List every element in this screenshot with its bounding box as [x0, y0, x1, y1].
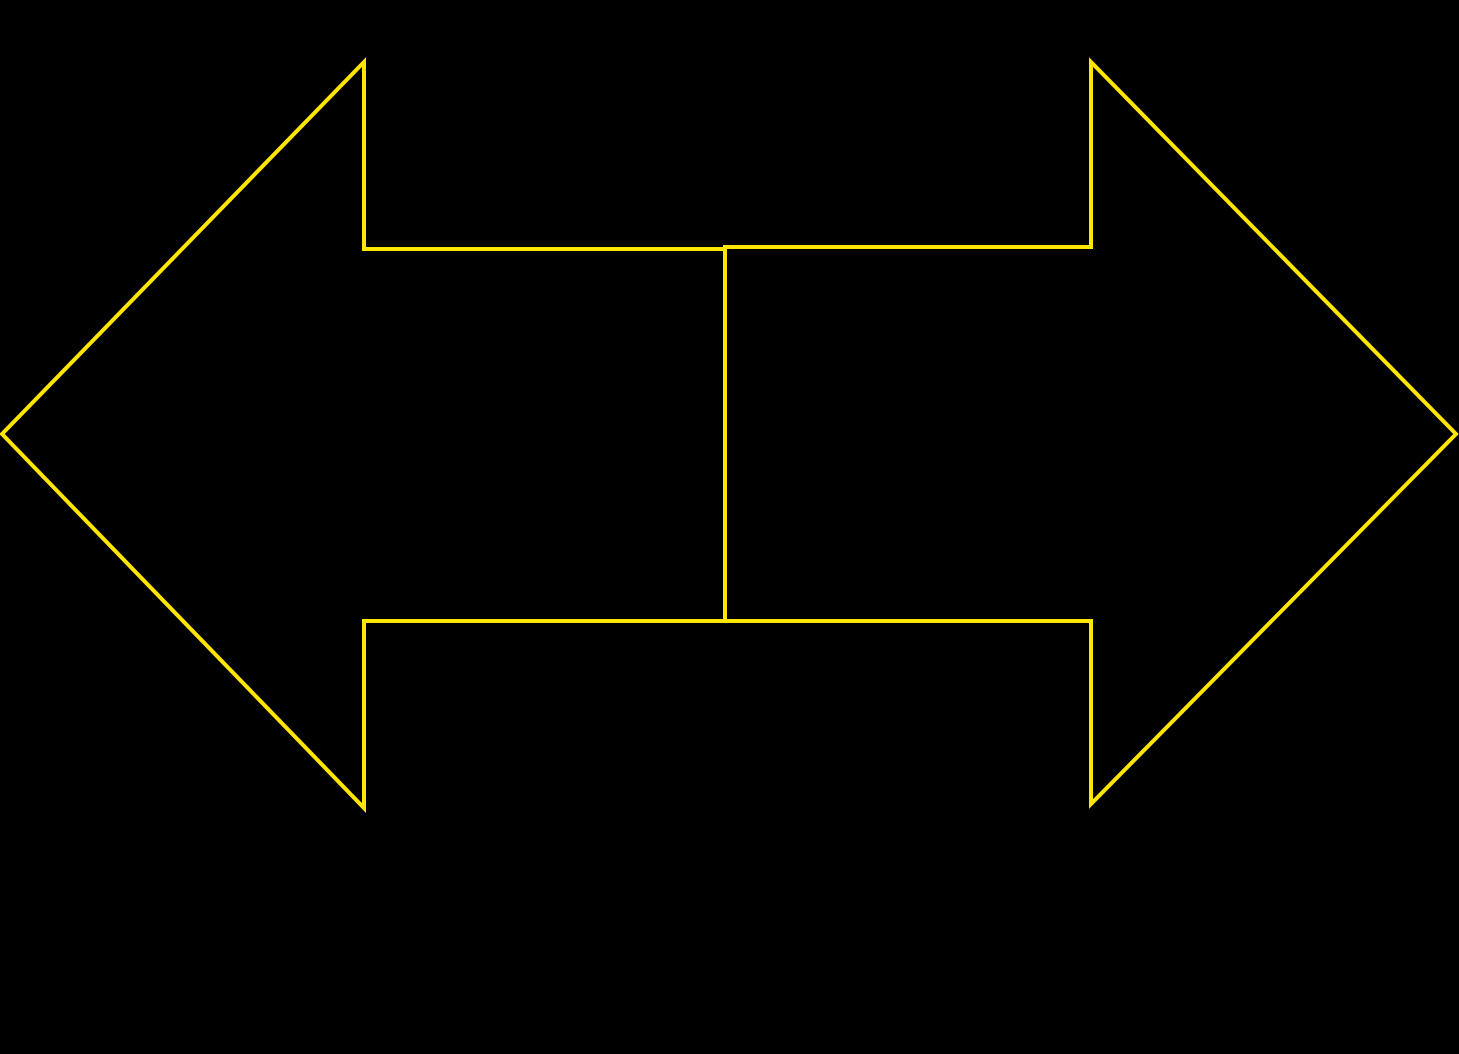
right-arrow-outline: [723, 57, 1459, 809]
left-arrow-outline: [0, 57, 727, 813]
